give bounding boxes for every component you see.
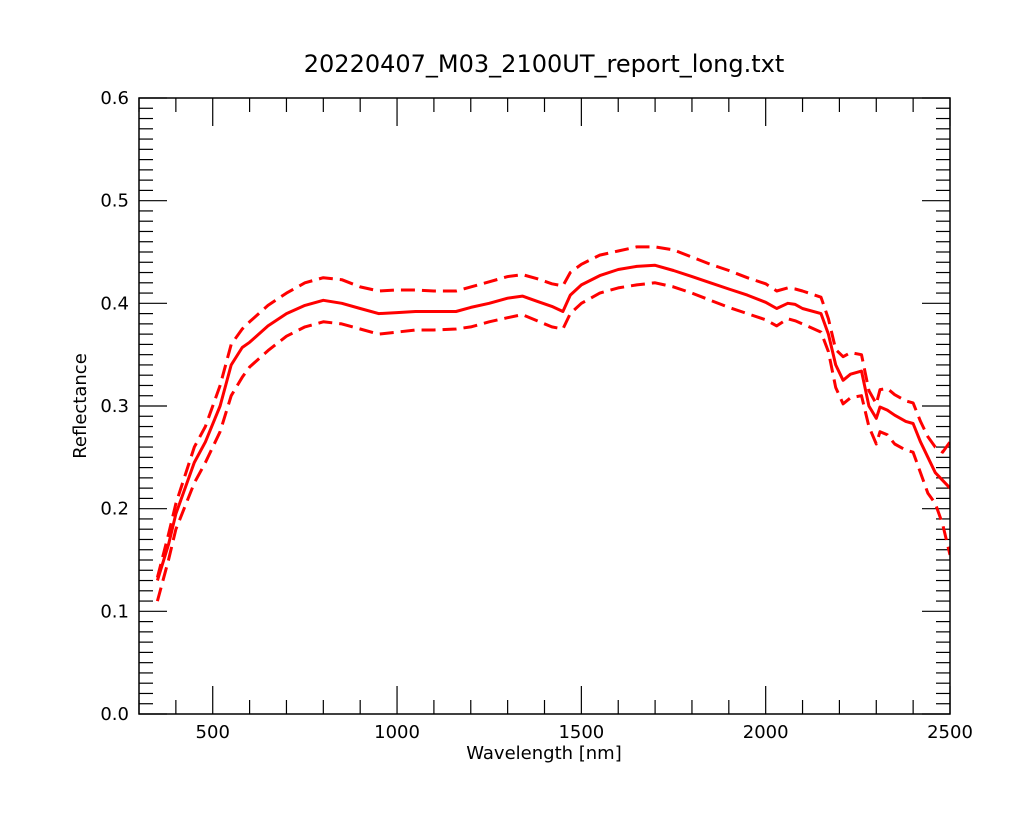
x-tick-label: 2500	[927, 722, 973, 743]
y-tick-label: 0.5	[100, 191, 129, 212]
axis-tick-labels: 500 1000 1500 2000 2500 0.0 0.1 0.2 0.3 0.4 0.5 0.6	[100, 88, 973, 743]
series-line-lower-bound	[155, 281, 950, 602]
y-axis-label: Reflectance	[70, 353, 91, 459]
x-tick-label: 1000	[374, 722, 420, 743]
y-tick-label: 0.2	[100, 499, 129, 520]
x-tick-label: 1500	[558, 722, 604, 743]
y-tick-label: 0.6	[100, 88, 129, 109]
series-line-mean	[155, 263, 950, 581]
axis-ticks	[138, 97, 951, 715]
series-line-upper-bound	[155, 245, 950, 578]
y-tick-label: 0.0	[100, 704, 129, 725]
x-tick-label: 2000	[743, 722, 789, 743]
plot-frame	[138, 97, 951, 715]
x-tick-label: 500	[196, 722, 230, 743]
x-axis-label: Wavelength [nm]	[466, 743, 622, 764]
y-tick-label: 0.3	[100, 396, 129, 417]
chart-title: 20220407_M03_2100UT_report_long.txt	[304, 50, 784, 78]
y-tick-label: 0.4	[100, 293, 129, 314]
y-tick-label: 0.1	[100, 601, 129, 622]
plot-series	[155, 245, 950, 602]
